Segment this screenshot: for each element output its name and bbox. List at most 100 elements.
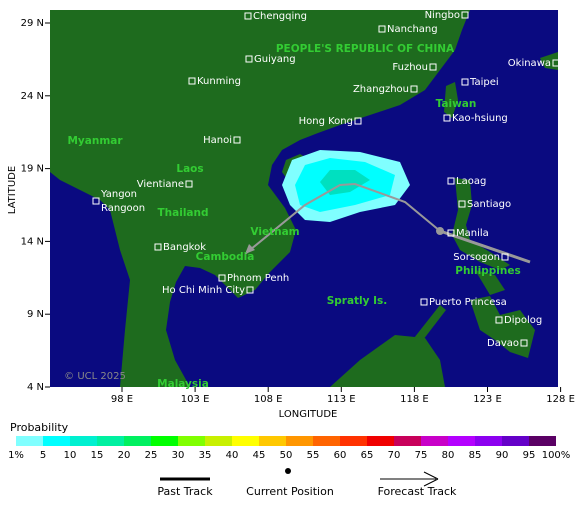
- y-tick-label: 19 N: [21, 164, 44, 175]
- city-label: Kao-hsiung: [452, 113, 508, 124]
- city-label: Fuzhou: [392, 62, 428, 73]
- legend-swatch: [124, 436, 151, 446]
- forecast-arrow: [245, 244, 255, 254]
- legend-swatch: [70, 436, 97, 446]
- legend-swatch: [232, 436, 259, 446]
- legend-swatch: [529, 436, 556, 446]
- y-tick-label: 9 N: [27, 309, 44, 320]
- position-key: [285, 468, 291, 474]
- legend-swatch: [16, 436, 43, 446]
- city-marker: [185, 180, 193, 188]
- x-tick-label: 118 E: [400, 394, 429, 405]
- city-marker: [354, 117, 362, 125]
- legend-scale-label: 10: [64, 450, 77, 461]
- city-label: Dipolog: [504, 315, 542, 326]
- city-marker: [244, 12, 252, 20]
- legend-scale-label: 40: [226, 450, 239, 461]
- legend-swatch: [178, 436, 205, 446]
- city-label: Bangkok: [163, 242, 206, 253]
- city-label: Manila: [456, 228, 489, 239]
- city-label: Ho Chi Minh City: [162, 285, 245, 296]
- city-marker: [520, 339, 528, 347]
- city-marker: [552, 59, 560, 67]
- city-marker: [410, 85, 418, 93]
- city-marker: [447, 177, 455, 185]
- legend-scale-label: 70: [388, 450, 401, 461]
- forecast-track: [244, 182, 441, 255]
- city-label: Chengqing: [253, 11, 307, 22]
- city-marker: [447, 229, 455, 237]
- legend-swatch: [475, 436, 502, 446]
- country-label: Spratly Is.: [327, 295, 388, 307]
- legend-label: Current Position: [246, 485, 334, 498]
- legend-scale-label: 1%: [8, 450, 24, 461]
- x-axis-label: LONGITUDE: [279, 409, 338, 420]
- city-label: Santiago: [467, 199, 511, 210]
- x-tick-label: 113 E: [327, 394, 356, 405]
- legend-swatch: [340, 436, 367, 446]
- city-marker: [92, 197, 100, 205]
- city-label: Phnom Penh: [227, 273, 289, 284]
- legend-scale-label: 100%: [542, 450, 571, 461]
- legend-swatch: [367, 436, 394, 446]
- x-tick-label: 123 E: [473, 394, 502, 405]
- legend-scale-label: 50: [280, 450, 293, 461]
- legend-swatch: [448, 436, 475, 446]
- legend-scale-label: 55: [307, 450, 320, 461]
- city-marker: [188, 77, 196, 85]
- city-label: Vientiane: [137, 179, 184, 190]
- city-label: Rangoon: [101, 203, 145, 214]
- legend-scale-label: 15: [91, 450, 104, 461]
- country-label: Philippines: [455, 265, 520, 277]
- city-label: Sorsogon: [453, 252, 500, 263]
- legend-title: Probability: [10, 421, 69, 434]
- legend-scale-label: 30: [172, 450, 185, 461]
- city-marker: [443, 114, 451, 122]
- y-tick-label: 4 N: [27, 382, 44, 393]
- legend-scale-label: 80: [442, 450, 455, 461]
- country-label: Malaysia: [157, 378, 209, 390]
- city-marker: [420, 298, 428, 306]
- x-tick-label: 103 E: [181, 394, 210, 405]
- copyright: © UCL 2025: [64, 371, 126, 382]
- city-marker: [218, 274, 226, 282]
- city-marker: [461, 78, 469, 86]
- legend-swatch: [43, 436, 70, 446]
- city-marker: [495, 316, 503, 324]
- country-label: Myanmar: [67, 135, 123, 147]
- legend-swatch: [205, 436, 232, 446]
- legend-swatch: [394, 436, 421, 446]
- legend-scale-label: 90: [496, 450, 509, 461]
- legend-scale-label: 20: [118, 450, 131, 461]
- city-marker: [245, 55, 253, 63]
- legend-label: Forecast Track: [378, 485, 457, 498]
- city-label: Ningbo: [425, 10, 460, 21]
- legend-scale-label: 75: [415, 450, 428, 461]
- legend-swatch: [286, 436, 313, 446]
- city-label: Taipei: [469, 77, 499, 88]
- legend-scale-label: 85: [469, 450, 482, 461]
- city-label: Yangon: [100, 189, 137, 200]
- legend-scale-label: 45: [253, 450, 266, 461]
- current-position: [436, 227, 444, 235]
- legend-scale-label: 95: [523, 450, 536, 461]
- city-marker: [154, 243, 162, 251]
- city-label: Puerto Princesa: [429, 297, 507, 308]
- past-track: [439, 229, 531, 264]
- forecast-key-head: [423, 471, 439, 487]
- legend-scale-label: 25: [145, 450, 158, 461]
- x-tick-label: 128 E: [546, 394, 575, 405]
- x-tick-label: 98 E: [111, 394, 133, 405]
- city-label: Nanchang: [387, 24, 438, 35]
- country-label: PEOPLE'S REPUBLIC OF CHINA: [276, 43, 455, 55]
- city-label: Guiyang: [254, 54, 296, 65]
- city-label: Okinawa: [508, 58, 551, 69]
- y-tick-label: 29 N: [21, 18, 44, 29]
- country-label: Taiwan: [436, 98, 477, 110]
- city-marker: [501, 253, 509, 261]
- legend-scale-label: 60: [334, 450, 347, 461]
- city-label: Hanoi: [203, 135, 232, 146]
- legend-scale-label: 35: [199, 450, 212, 461]
- legend-swatch: [259, 436, 286, 446]
